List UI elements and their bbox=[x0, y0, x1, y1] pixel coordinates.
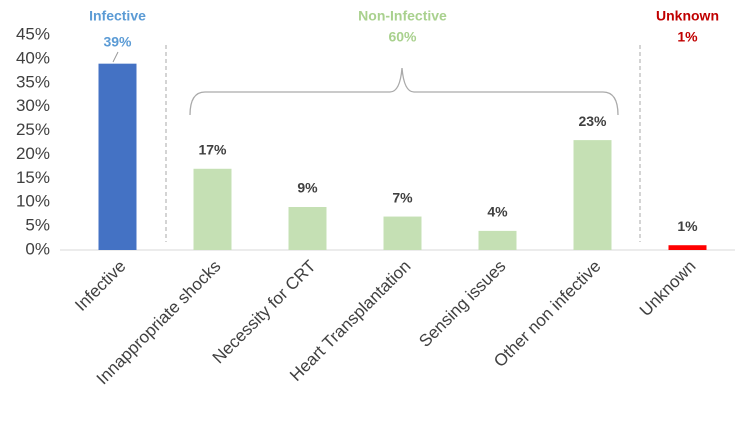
value-label: 23% bbox=[578, 113, 607, 129]
group-title: Non-Infective bbox=[358, 8, 447, 24]
y-tick-label: 35% bbox=[16, 72, 50, 91]
y-tick-label: 30% bbox=[16, 96, 50, 115]
value-label: 17% bbox=[198, 141, 227, 157]
x-tick-label: Necessity for CRT bbox=[209, 257, 320, 368]
x-tick-label: Other non infective bbox=[490, 257, 604, 371]
y-tick-label: 20% bbox=[16, 144, 50, 163]
group-title: Unknown bbox=[656, 8, 719, 24]
y-tick-label: 45% bbox=[16, 24, 50, 43]
leader-line bbox=[112, 51, 119, 63]
value-label: 9% bbox=[297, 180, 318, 196]
group-title: Infective bbox=[89, 8, 146, 24]
bar bbox=[193, 168, 232, 250]
value-label: 7% bbox=[392, 189, 413, 205]
value-label: 39% bbox=[103, 34, 132, 50]
value-label: 4% bbox=[487, 204, 508, 220]
y-tick-label: 15% bbox=[16, 168, 50, 187]
bar bbox=[478, 230, 517, 250]
x-tick-label: Infective bbox=[71, 257, 129, 315]
bar bbox=[383, 216, 422, 250]
y-tick-label: 25% bbox=[16, 120, 50, 139]
bar bbox=[668, 245, 707, 250]
group-total: 60% bbox=[388, 29, 417, 45]
brace bbox=[189, 67, 619, 116]
bar bbox=[573, 140, 612, 250]
y-tick-label: 0% bbox=[25, 239, 50, 258]
x-tick-label: Sensing issues bbox=[415, 257, 509, 351]
y-tick-label: 40% bbox=[16, 48, 50, 67]
value-label: 1% bbox=[677, 218, 698, 234]
bar bbox=[288, 207, 327, 250]
y-tick-label: 10% bbox=[16, 192, 50, 211]
bar bbox=[98, 63, 137, 250]
y-tick-label: 5% bbox=[25, 216, 50, 235]
x-tick-label: Unknown bbox=[636, 257, 700, 321]
group-total: 1% bbox=[677, 29, 698, 45]
